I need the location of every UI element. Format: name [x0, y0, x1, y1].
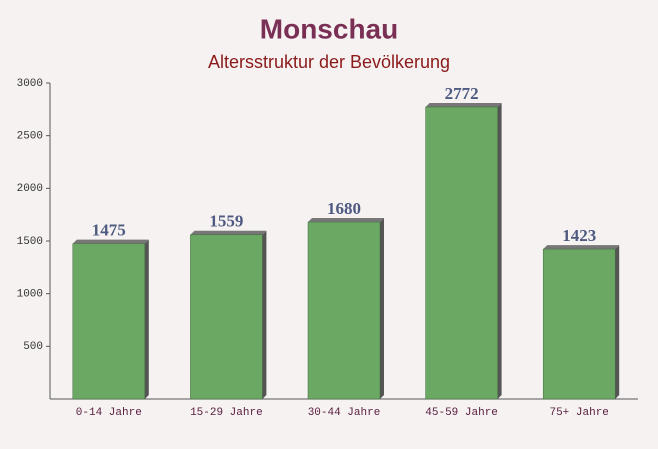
bar-shadow: [72, 239, 149, 244]
bar-shadow: [543, 245, 620, 250]
bar-shadow: [380, 218, 384, 399]
bar: [190, 234, 263, 400]
y-tick-label: 500: [23, 341, 43, 353]
bar: [542, 248, 616, 400]
bar: [425, 106, 498, 400]
bar-shadow: [308, 218, 384, 223]
chart-subtitle: Altersstruktur der Bevölkerung: [208, 52, 450, 72]
y-tick-label: 2500: [17, 131, 43, 143]
bar-shadow: [262, 230, 267, 399]
bar-shadow: [497, 103, 502, 400]
bar-shadow: [425, 103, 502, 108]
value-label: 1680: [327, 199, 361, 218]
y-tick-label: 1000: [17, 289, 43, 301]
y-tick-label: 2000: [17, 183, 43, 195]
x-tick-label: 75+ Jahre: [549, 407, 608, 419]
bar: [72, 243, 146, 400]
x-tick-label: 0-14 Jahre: [76, 407, 142, 419]
bar-shadow: [144, 239, 149, 399]
y-tick-label: 3000: [17, 78, 43, 90]
y-tick-label: 1500: [17, 236, 43, 248]
value-label: 2772: [445, 84, 479, 103]
bar-shadow: [190, 230, 267, 235]
x-tick-label: 15-29 Jahre: [190, 407, 263, 419]
bar: [307, 221, 381, 400]
bar-shadow: [615, 245, 620, 399]
x-tick-label: 30-44 Jahre: [308, 407, 381, 419]
x-tick-label: 45-59 Jahre: [425, 407, 498, 419]
value-label: 1423: [562, 226, 596, 245]
value-label: 1559: [209, 212, 243, 231]
value-label: 1475: [92, 221, 126, 240]
chart-title: Monschau: [260, 13, 398, 44]
